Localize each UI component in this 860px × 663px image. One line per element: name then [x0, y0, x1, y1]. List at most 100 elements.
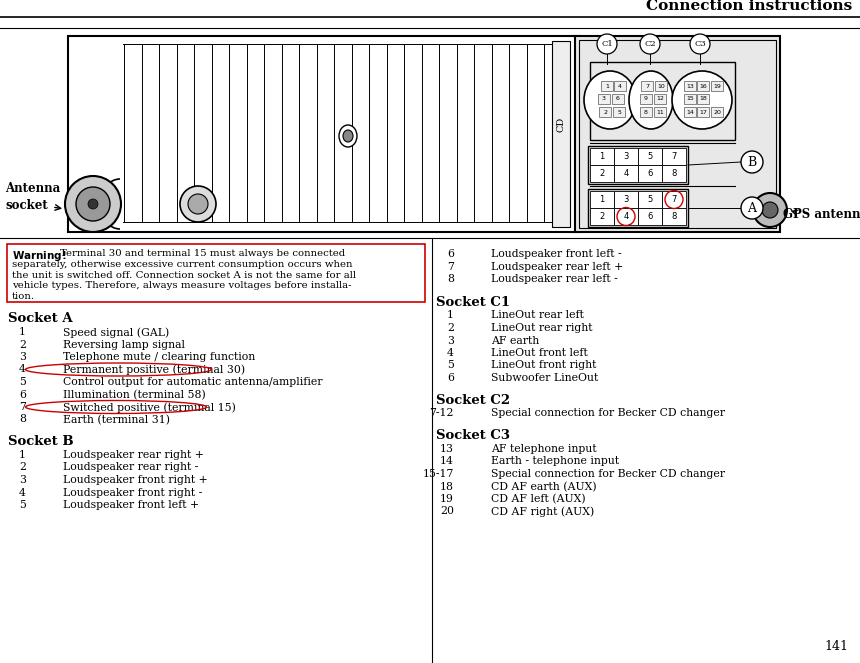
Text: 2: 2 — [603, 109, 607, 115]
Text: 2: 2 — [447, 323, 454, 333]
Text: GPS antenna: GPS antenna — [783, 208, 860, 221]
Text: 4: 4 — [624, 169, 629, 178]
Text: 14: 14 — [440, 457, 454, 467]
Text: 6: 6 — [616, 97, 620, 101]
Text: the unit is switched off. Connection socket A is not the same for all: the unit is switched off. Connection soc… — [12, 271, 356, 280]
Text: Loudspeaker front right -: Loudspeaker front right - — [63, 487, 202, 497]
Text: 5: 5 — [447, 361, 454, 371]
Bar — [614, 208, 638, 225]
Text: Permanent positive (terminal 30): Permanent positive (terminal 30) — [63, 365, 245, 375]
Bar — [654, 107, 666, 117]
Bar — [638, 148, 662, 165]
Text: 7: 7 — [672, 152, 677, 161]
Text: 19: 19 — [713, 84, 721, 88]
Text: 10: 10 — [657, 84, 665, 88]
Text: 15: 15 — [686, 97, 694, 101]
Bar — [588, 189, 688, 227]
Text: LineOut rear left: LineOut rear left — [491, 310, 584, 320]
Text: $\bf{Warning!}$: $\bf{Warning!}$ — [12, 249, 67, 263]
Circle shape — [88, 199, 98, 209]
Text: 7-12: 7-12 — [429, 408, 454, 418]
Bar — [638, 165, 662, 182]
Bar — [614, 191, 638, 208]
Bar — [590, 148, 614, 165]
Bar — [662, 165, 686, 182]
Text: 18: 18 — [440, 481, 454, 491]
Text: Loudspeaker rear right +: Loudspeaker rear right + — [63, 450, 204, 460]
Text: 5: 5 — [648, 152, 653, 161]
Bar — [599, 107, 611, 117]
Text: 3: 3 — [602, 97, 606, 101]
Text: 2: 2 — [19, 339, 26, 349]
Text: 5: 5 — [19, 500, 26, 510]
Text: tion.: tion. — [12, 292, 35, 301]
Bar — [711, 107, 723, 117]
Text: 12: 12 — [656, 97, 664, 101]
Bar — [614, 81, 626, 91]
Text: 5: 5 — [648, 195, 653, 204]
Bar — [684, 81, 696, 91]
Bar — [640, 94, 652, 104]
Ellipse shape — [629, 71, 673, 129]
Text: 1: 1 — [447, 310, 454, 320]
Text: 4: 4 — [624, 212, 629, 221]
Text: Reversing lamp signal: Reversing lamp signal — [63, 339, 185, 349]
Text: 20: 20 — [713, 109, 721, 115]
Text: 8: 8 — [672, 169, 677, 178]
Text: vehicle types. Therefore, always measure voltages before installa-: vehicle types. Therefore, always measure… — [12, 281, 352, 290]
Bar — [612, 94, 624, 104]
Bar — [697, 81, 709, 91]
Ellipse shape — [343, 130, 353, 142]
Text: 6: 6 — [447, 373, 454, 383]
Text: Special connection for Becker CD changer: Special connection for Becker CD changer — [491, 469, 725, 479]
Text: Loudspeaker rear right -: Loudspeaker rear right - — [63, 463, 199, 473]
Bar — [641, 81, 653, 91]
Text: Subwoofer LineOut: Subwoofer LineOut — [491, 373, 599, 383]
Circle shape — [741, 197, 763, 219]
Text: 1: 1 — [599, 152, 605, 161]
Text: 11: 11 — [656, 109, 664, 115]
Text: Loudspeaker rear left -: Loudspeaker rear left - — [491, 274, 617, 284]
Text: 13: 13 — [686, 84, 694, 88]
Bar — [638, 191, 662, 208]
Text: AF earth: AF earth — [491, 335, 539, 345]
Text: Telephone mute / clearing function: Telephone mute / clearing function — [63, 352, 255, 362]
Text: Loudspeaker front left +: Loudspeaker front left + — [63, 500, 200, 510]
Text: C3: C3 — [694, 40, 706, 48]
Text: 8: 8 — [19, 414, 26, 424]
Text: 7: 7 — [19, 402, 26, 412]
Bar — [590, 62, 735, 140]
Text: 7: 7 — [645, 84, 649, 88]
Text: 6: 6 — [19, 389, 26, 400]
Text: Earth - telephone input: Earth - telephone input — [491, 457, 619, 467]
Text: 1: 1 — [19, 327, 26, 337]
Text: Connection instructions: Connection instructions — [646, 0, 852, 13]
Text: 3: 3 — [624, 152, 629, 161]
Circle shape — [76, 187, 110, 221]
Text: 5: 5 — [617, 109, 621, 115]
Bar — [590, 165, 614, 182]
Bar — [613, 107, 625, 117]
Text: 2: 2 — [599, 169, 605, 178]
Text: Socket C2: Socket C2 — [436, 394, 510, 406]
Text: 4: 4 — [618, 84, 622, 88]
Text: 6: 6 — [648, 169, 653, 178]
Bar — [684, 94, 696, 104]
Text: 7: 7 — [447, 261, 454, 272]
Text: CD AF earth (AUX): CD AF earth (AUX) — [491, 481, 597, 492]
Text: 3: 3 — [624, 195, 629, 204]
Text: separately, otherwise excessive current consumption occurs when: separately, otherwise excessive current … — [12, 260, 353, 269]
Text: Earth (terminal 31): Earth (terminal 31) — [63, 414, 170, 425]
Text: 3: 3 — [19, 475, 26, 485]
Text: AF telephone input: AF telephone input — [491, 444, 597, 454]
Text: CD AF left (AUX): CD AF left (AUX) — [491, 494, 586, 505]
Text: 2: 2 — [19, 463, 26, 473]
Text: CD AF right (AUX): CD AF right (AUX) — [491, 507, 594, 517]
Circle shape — [188, 194, 208, 214]
Text: Socket B: Socket B — [8, 435, 74, 448]
Text: 1: 1 — [19, 450, 26, 460]
Text: LineOut front right: LineOut front right — [491, 361, 596, 371]
Text: 13: 13 — [440, 444, 454, 454]
Text: 20: 20 — [440, 507, 454, 516]
FancyBboxPatch shape — [7, 244, 425, 302]
